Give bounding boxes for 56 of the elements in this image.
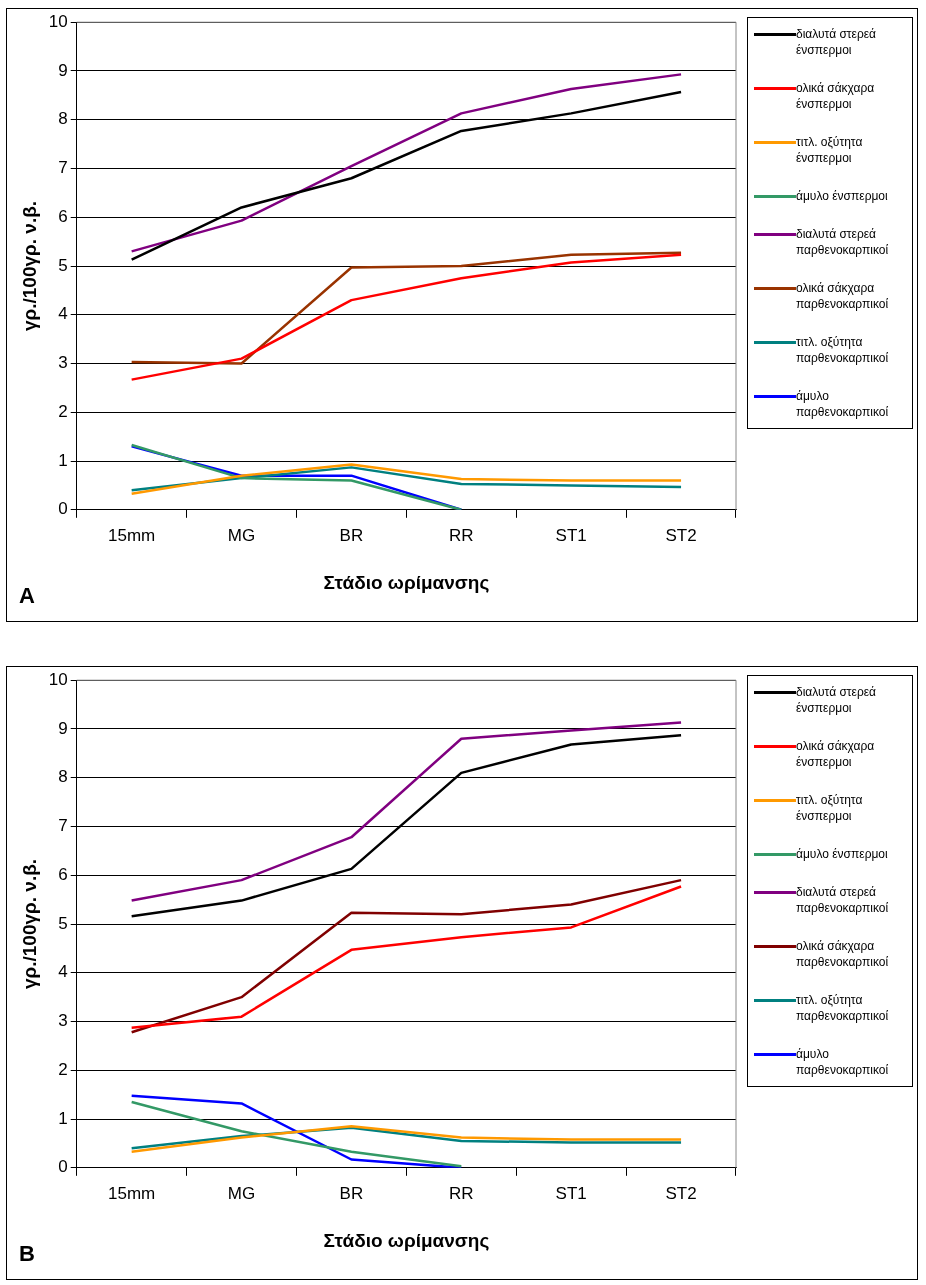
y-tick-label: 0 [58, 499, 68, 519]
legend-label: ολικά σάκχαρα παρθενοκαρπικοί [796, 938, 890, 970]
x-tick-label: MG [227, 1183, 256, 1203]
y-tick-label: 8 [58, 109, 68, 129]
x-axis-title: Στάδιο ωρίμανσης [323, 571, 490, 593]
legend-label: διαλυτά στερεά παρθενοκαρπικοί [796, 226, 890, 258]
y-tick-label: 10 [48, 669, 68, 689]
legend-label: τιτλ. οξύτητα ένσπερμοι [796, 792, 864, 824]
y-tick-label: 8 [58, 767, 68, 787]
legend-label: διαλυτά στερεά παρθενοκαρπικοί [796, 884, 890, 916]
y-tick-label: 6 [58, 206, 68, 226]
x-tick-label: RR [449, 1183, 474, 1203]
x-tick-label: ST1 [555, 1183, 587, 1203]
x-axis-title: Στάδιο ωρίμανσης [323, 1229, 490, 1251]
y-tick-label: 3 [58, 353, 68, 373]
legend-label: ολικά σάκχαρα παρθενοκαρπικοί [796, 280, 890, 312]
x-tick-label: 15mm [108, 1183, 156, 1203]
y-tick-label: 7 [58, 158, 68, 178]
legend-label: τιτλ. οξύτητα παρθενοκαρπικοί [796, 334, 890, 366]
y-tick-label: 10 [48, 11, 68, 31]
y-tick-label: 0 [58, 1157, 68, 1177]
y-tick-label: 5 [58, 255, 68, 275]
y-tick-label: 1 [58, 450, 68, 470]
legend-label: διαλυτά στερεά ένσπερμοι [796, 26, 877, 58]
x-tick-label: BR [339, 1183, 364, 1203]
legend-label: άμυλο ένσπερμοι [796, 188, 888, 204]
x-tick-label: BR [339, 525, 364, 545]
y-tick-label: 7 [58, 816, 68, 836]
legend-label: ολικά σάκχαρα ένσπερμοι [796, 738, 876, 770]
legend-label: διαλυτά στερεά ένσπερμοι [796, 684, 877, 716]
y-tick-label: 3 [58, 1011, 68, 1031]
legend-label: άμυλο παρθενοκαρπικοί [796, 388, 890, 420]
x-tick-label: MG [227, 525, 256, 545]
y-tick-label: 5 [58, 913, 68, 933]
y-tick-label: 2 [58, 401, 68, 421]
x-tick-label: ST1 [555, 525, 587, 545]
x-tick-label: 15mm [108, 525, 156, 545]
legend-label: ολικά σάκχαρα ένσπερμοι [796, 80, 876, 112]
text: A [19, 583, 35, 609]
y-tick-label: 9 [58, 718, 68, 738]
y-axis-title: γρ./100γρ. ν.β. [18, 200, 40, 332]
y-tick-label: 1 [58, 1108, 68, 1128]
y-tick-label: 4 [58, 304, 68, 324]
x-tick-label: ST2 [665, 1183, 697, 1203]
y-tick-label: 6 [58, 864, 68, 884]
y-axis-title: γρ./100γρ. ν.β. [18, 858, 40, 990]
x-tick-label: RR [449, 525, 474, 545]
legend-label: άμυλο παρθενοκαρπικοί [796, 1046, 890, 1078]
text: B [19, 1241, 35, 1267]
legend-label: άμυλο ένσπερμοι [796, 846, 888, 862]
x-tick-label: ST2 [665, 525, 697, 545]
y-tick-label: 2 [58, 1059, 68, 1079]
y-tick-label: 9 [58, 60, 68, 80]
legend-label: τιτλ. οξύτητα παρθενοκαρπικοί [796, 992, 890, 1024]
legend-label: τιτλ. οξύτητα ένσπερμοι [796, 134, 864, 166]
y-tick-label: 4 [58, 962, 68, 982]
